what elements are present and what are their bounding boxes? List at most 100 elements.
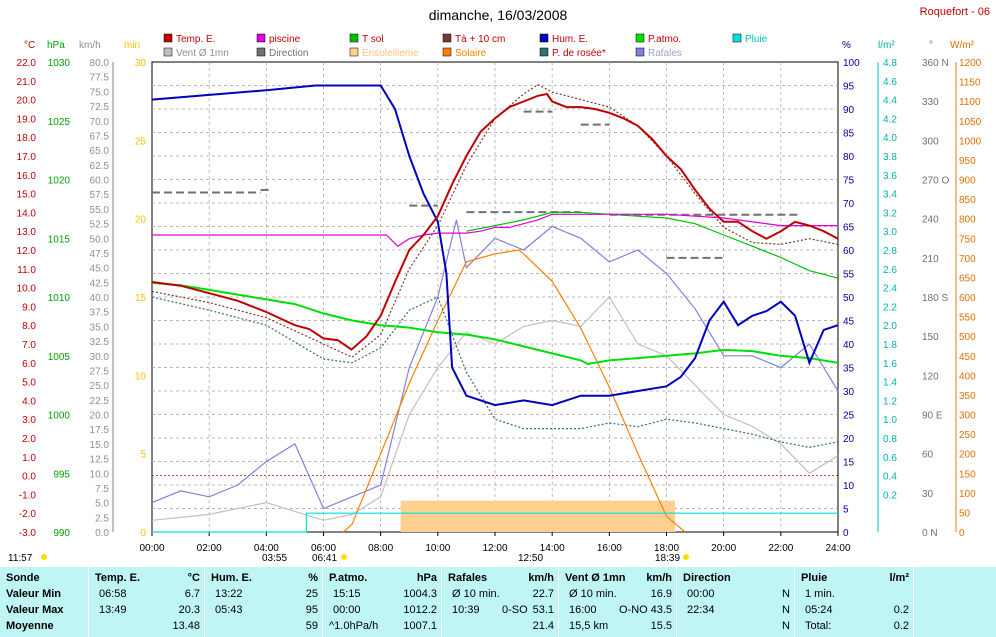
dir-tick-label: 360 N bbox=[922, 58, 949, 69]
gust-max-time: 10:39 bbox=[452, 604, 480, 616]
hum-tick-label: 20 bbox=[843, 434, 855, 445]
dir-tick-label: 330 bbox=[922, 97, 939, 108]
rain-title: Pluie bbox=[801, 572, 828, 584]
solar-unit-label: W/m² bbox=[950, 40, 975, 51]
wind-tick-label: 25.0 bbox=[90, 381, 110, 392]
hum-unit-label: % bbox=[842, 40, 851, 51]
hum-title: Hum. E. bbox=[211, 572, 252, 584]
wind-tick-label: 2.5 bbox=[95, 513, 109, 524]
time-tick-label: 22:00 bbox=[768, 543, 793, 554]
wind-tick-label: 15.0 bbox=[90, 440, 110, 451]
solar-tick-label: 550 bbox=[959, 313, 976, 324]
temp-tick-label: 21.0 bbox=[17, 77, 37, 88]
press-min-time: 15:15 bbox=[333, 588, 361, 600]
legend-label: P.atmo. bbox=[648, 34, 681, 45]
temp-tick-label: 10.0 bbox=[17, 284, 37, 295]
time-tick-label: 06:00 bbox=[311, 543, 336, 554]
legend-label: Tà + 10 cm bbox=[455, 34, 505, 45]
wind-tick-label: 12.5 bbox=[90, 455, 110, 466]
wind-tick-label: 17.5 bbox=[90, 425, 110, 436]
gust-avg10-label: Ø 10 min. bbox=[452, 588, 500, 600]
dir-tick-label: 240 bbox=[922, 215, 939, 226]
avg-label: Moyenne bbox=[6, 620, 54, 632]
solar-tick-label: 50 bbox=[959, 508, 971, 519]
gust-avg10-value: 22.7 bbox=[532, 588, 554, 600]
rain-tick-label: 1.0 bbox=[883, 415, 897, 426]
temp-min-time: 06:58 bbox=[99, 588, 127, 600]
solar-tick-label: 400 bbox=[959, 371, 976, 382]
rain-1min-label: 1 min. bbox=[805, 588, 835, 600]
legend-label: Hum. E. bbox=[552, 34, 588, 45]
press-unit: hPa bbox=[416, 572, 437, 584]
plot-area bbox=[151, 83, 839, 533]
summary-hum-column: Hum. E.% 13:22 25 05:43 95 59 bbox=[205, 567, 323, 637]
rain-max-time: 05:24 bbox=[805, 604, 833, 616]
press-tick-label: 1020 bbox=[48, 176, 71, 187]
wind-avg-value: 15.5 bbox=[650, 620, 672, 632]
dir-title: Direction bbox=[683, 572, 731, 584]
series-line-p-atmo- bbox=[151, 281, 839, 366]
wind-tick-label: 57.5 bbox=[90, 190, 110, 201]
min-label: Valeur Min bbox=[6, 588, 62, 600]
legend-label: Temp. E. bbox=[176, 34, 215, 45]
rain-tick-label: 4.8 bbox=[883, 58, 897, 69]
temp-tick-label: 19.0 bbox=[17, 114, 37, 125]
time-tick-label: 00:00 bbox=[139, 543, 164, 554]
rain-total-label: Total: bbox=[805, 620, 832, 632]
solar-tick-label: 1000 bbox=[959, 136, 982, 147]
time-tick-label: 12:00 bbox=[482, 543, 507, 554]
rain-tick-label: 1.8 bbox=[883, 340, 897, 351]
rain-tick-label: 1.6 bbox=[883, 359, 897, 370]
temp-tick-label: 0.0 bbox=[22, 472, 36, 483]
legend-swatch bbox=[442, 47, 452, 57]
wind-tick-label: 35.0 bbox=[90, 322, 110, 333]
temp-tick-label: -1.0 bbox=[19, 490, 37, 501]
wind-max-dir: O-NO bbox=[619, 604, 648, 616]
wind-tick-label: 47.5 bbox=[90, 249, 110, 260]
solar-tick-label: 1200 bbox=[959, 58, 982, 69]
gust-title: Rafales bbox=[448, 572, 488, 584]
rain-tick-label: 2.0 bbox=[883, 321, 897, 332]
dir-row2-value: N bbox=[782, 604, 790, 616]
series-line-pluie bbox=[152, 512, 838, 533]
press-unit-label: hPa bbox=[47, 40, 65, 51]
series-line-vent-1mn bbox=[151, 296, 839, 521]
rain-tick-label: 0.6 bbox=[883, 453, 897, 464]
rain-tick-label: 3.6 bbox=[883, 171, 897, 182]
press-tick-label: 1025 bbox=[48, 117, 71, 128]
weather-chart: dimanche, 16/03/2008 Roquefort - 06 Temp… bbox=[8, 6, 990, 564]
hum-tick-label: 85 bbox=[843, 129, 855, 140]
legend-swatch bbox=[539, 47, 549, 57]
temp-tick-label: 2.0 bbox=[22, 434, 36, 445]
temp-tick-label: 15.0 bbox=[17, 190, 37, 201]
time-tick-label: 04:00 bbox=[254, 543, 279, 554]
press-tick-label: 1005 bbox=[48, 352, 71, 363]
summary-rain-column: Pluie l/m² 1 min. 05:24 0.2 Total: 0.2 bbox=[795, 567, 914, 637]
sunshine-bar bbox=[400, 500, 676, 532]
wind-max-time: 16:00 bbox=[569, 604, 597, 616]
time-tick-label: 24:00 bbox=[825, 543, 850, 554]
temp-unit: °C bbox=[187, 572, 200, 584]
hum-tick-label: 40 bbox=[843, 340, 855, 351]
wind-tick-label: 30.0 bbox=[90, 352, 110, 363]
temp-tick-label: 4.0 bbox=[22, 396, 36, 407]
wind-tick-label: 20.0 bbox=[90, 411, 110, 422]
hum-tick-label: 0 bbox=[843, 528, 849, 539]
press-min-value: 1004.3 bbox=[403, 588, 437, 600]
temp-tick-label: 20.0 bbox=[17, 96, 37, 107]
temp-tick-label: 6.0 bbox=[22, 359, 36, 370]
hum-tick-label: 5 bbox=[843, 505, 849, 516]
summary-gust-column: Rafales km/h Ø 10 min. 22.7 10:39 0-SO 53.1 … bbox=[442, 567, 559, 637]
wind-tick-label: 32.5 bbox=[90, 337, 110, 348]
rain-tick-label: 3.2 bbox=[883, 208, 897, 219]
rain-tick-label: 3.8 bbox=[883, 152, 897, 163]
legend: Temp. E. piscine T sol Tà + 10 cm Hum. E. P.a… bbox=[163, 33, 768, 59]
dir-tick-label: 120 bbox=[922, 371, 939, 382]
wind-tick-label: 75.0 bbox=[90, 87, 110, 98]
press-tick-label: 990 bbox=[53, 528, 70, 539]
moon-rise-icon bbox=[41, 554, 47, 560]
legend-label: Rafales bbox=[648, 48, 682, 59]
hum-max-value: 95 bbox=[305, 604, 318, 616]
solar-tick-label: 1050 bbox=[959, 117, 982, 128]
wind-tick-label: 55.0 bbox=[90, 205, 110, 216]
